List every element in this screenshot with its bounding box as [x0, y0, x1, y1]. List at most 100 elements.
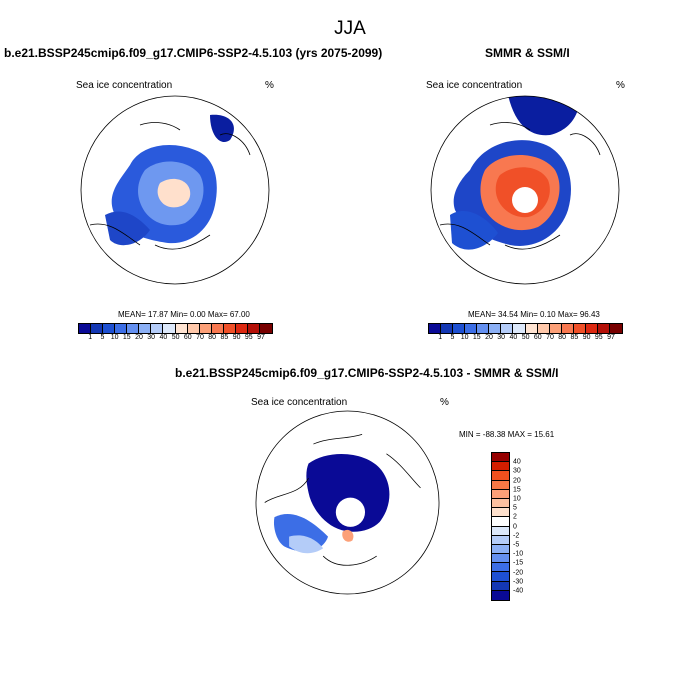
obs-colorbar-swatch [525, 324, 538, 333]
obs-colorbar: 1 5 10 15 20 30 40 50 60 70 80 85 90 95 97 [428, 323, 623, 344]
model-units-label: % [265, 80, 274, 91]
obs-colorbar-swatch [573, 324, 586, 333]
obs-colorbar-tick-label: 15 [472, 334, 481, 341]
model-colorbar-tick-label: 70 [196, 334, 204, 341]
diff-pole-hole [335, 497, 366, 527]
obs-stats: MEAN= 34.54 Min= 0.10 Max= 96.43 [468, 310, 600, 319]
model-colorbar-swatch [211, 324, 224, 333]
diff-colorbar-tick-label: -5 [513, 541, 520, 549]
obs-colorbar-tick-label: 30 [497, 334, 506, 341]
diff-colorbar-swatch [492, 498, 509, 509]
obs-colorbar-swatch [501, 324, 514, 333]
model-polar-map [80, 95, 270, 285]
diff-colorbar-tick-label: 5 [513, 504, 517, 512]
obs-colorbar-swatch [597, 324, 610, 333]
obs-colorbar-swatch [549, 324, 562, 333]
obs-coastlines [439, 122, 601, 250]
diff-colorbar-tick-label: -40 [513, 587, 524, 595]
diff-colorbar-swatch [492, 489, 509, 499]
diff-colorbar-swatch [492, 535, 509, 545]
model-ice-greenland-edge [210, 114, 234, 143]
diff-loss-light [289, 535, 324, 554]
diff-gain-spot [342, 529, 354, 542]
model-colorbar-swatch [127, 324, 140, 333]
diff-colorbar-tick-label: -15 [513, 559, 524, 567]
diff-colorbar: 40 30 20 15 10 5 2 0 -2 -5 -10 -15 -20 -30 -40 [491, 452, 551, 612]
model-colorbar-tick-label: 40 [159, 334, 168, 341]
obs-colorbar-swatch [441, 324, 454, 333]
model-colorbar-swatch [91, 324, 104, 333]
model-colorbar-swatch [115, 324, 128, 333]
model-colorbar-tick-label: 10 [110, 334, 119, 341]
model-colorbar-swatch [259, 324, 272, 333]
model-stats: MEAN= 17.87 Min= 0.00 Max= 67.00 [118, 310, 250, 319]
obs-colorbar-tick-label: 85 [570, 334, 579, 341]
obs-colorbar-labels: 1 5 10 15 20 30 40 50 60 70 80 85 90 95 97 [428, 334, 623, 344]
obs-colorbar-tick-label: 5 [450, 334, 455, 341]
diff-colorbar-tick-label: 20 [513, 477, 521, 485]
diff-colorbar-swatch [492, 581, 509, 591]
model-colorbar-swatch [79, 324, 92, 333]
model-colorbar-swatch [235, 324, 248, 333]
diff-colorbar-tick-label: 0 [513, 523, 517, 531]
model-colorbar-swatch [139, 324, 152, 333]
model-colorbar-swatch [199, 324, 212, 333]
diff-colorbar-tick-label: -10 [513, 550, 524, 558]
obs-pole-hole [512, 187, 538, 213]
obs-colorbar-swatch [537, 324, 550, 333]
diff-colorbar-swatch [492, 480, 509, 490]
model-colorbar-swatch [163, 324, 176, 333]
model-colorbar-swatch [223, 324, 236, 333]
obs-colorbar-swatch [429, 324, 442, 333]
diff-colorbar-tick-label: -20 [513, 569, 524, 577]
model-colorbar-tick-label: 60 [183, 334, 192, 341]
obs-colorbar-swatches [428, 323, 623, 334]
obs-colorbar-tick-label: 20 [485, 334, 493, 341]
diff-colorbar-tick-label: -30 [513, 578, 524, 586]
diff-colorbar-swatch [492, 508, 509, 518]
model-ice-hudson [105, 211, 150, 246]
obs-panel-title: SMMR & SSM/I [485, 46, 570, 60]
obs-ice-greenland [508, 96, 580, 136]
model-colorbar-tick-label: 80 [208, 334, 217, 341]
diff-colorbar-swatch [492, 572, 509, 582]
diff-colorbar-tick-label: 30 [513, 467, 521, 475]
diff-colorbar-tick-label: 10 [513, 495, 521, 503]
obs-colorbar-swatch [585, 324, 598, 333]
model-colorbar-tick-label: 85 [220, 334, 229, 341]
figure-title: JJA [334, 18, 366, 39]
obs-variable-label: Sea ice concentration [426, 80, 523, 91]
model-panel-title: b.e21.BSSP245cmip6.f09_g17.CMIP6-SSP2-4.… [4, 46, 383, 60]
diff-panel-title: b.e21.BSSP245cmip6.f09_g17.CMIP6-SSP2-4.… [175, 366, 559, 380]
diff-stats: MIN = -88.38 MAX = 15.61 [459, 430, 555, 439]
obs-polar-map [430, 95, 620, 285]
obs-colorbar-tick-label: 90 [582, 334, 591, 341]
diff-colorbar-swatch [492, 517, 509, 527]
diff-loss-field [306, 453, 390, 532]
obs-units-label: % [616, 80, 625, 91]
diff-colorbar-swatch [492, 453, 509, 463]
obs-colorbar-swatch [561, 324, 574, 333]
diff-colorbar-swatch [492, 526, 509, 536]
obs-colorbar-tick-label: 80 [558, 334, 567, 341]
diff-colorbar-swatch [492, 590, 509, 600]
model-colorbar-swatch [103, 324, 116, 333]
obs-ice-hudson [450, 211, 498, 250]
diff-colorbar-swatch [492, 544, 509, 555]
diff-variable-label: Sea ice concentration [251, 397, 348, 408]
diff-units-label: % [440, 397, 449, 408]
model-colorbar: 1 5 10 15 20 30 40 50 60 70 80 85 90 95 97 [78, 323, 273, 344]
model-colorbar-tick-label: 97 [257, 334, 265, 341]
model-colorbar-swatch [187, 324, 200, 333]
model-colorbar-swatch [175, 324, 188, 333]
diff-colorbar-tick-label: 40 [513, 458, 521, 466]
diff-coastlines [264, 433, 421, 566]
model-colorbar-tick-label: 50 [171, 334, 180, 341]
model-colorbar-tick-label: 95 [244, 334, 253, 341]
model-colorbar-tick-label: 1 [88, 334, 93, 341]
model-ice-core [157, 178, 191, 208]
model-colorbar-tick-label: 20 [135, 334, 143, 341]
obs-colorbar-swatch [453, 324, 466, 333]
model-colorbar-tick-label: 5 [100, 334, 105, 341]
diff-colorbar-swatches [491, 452, 510, 601]
